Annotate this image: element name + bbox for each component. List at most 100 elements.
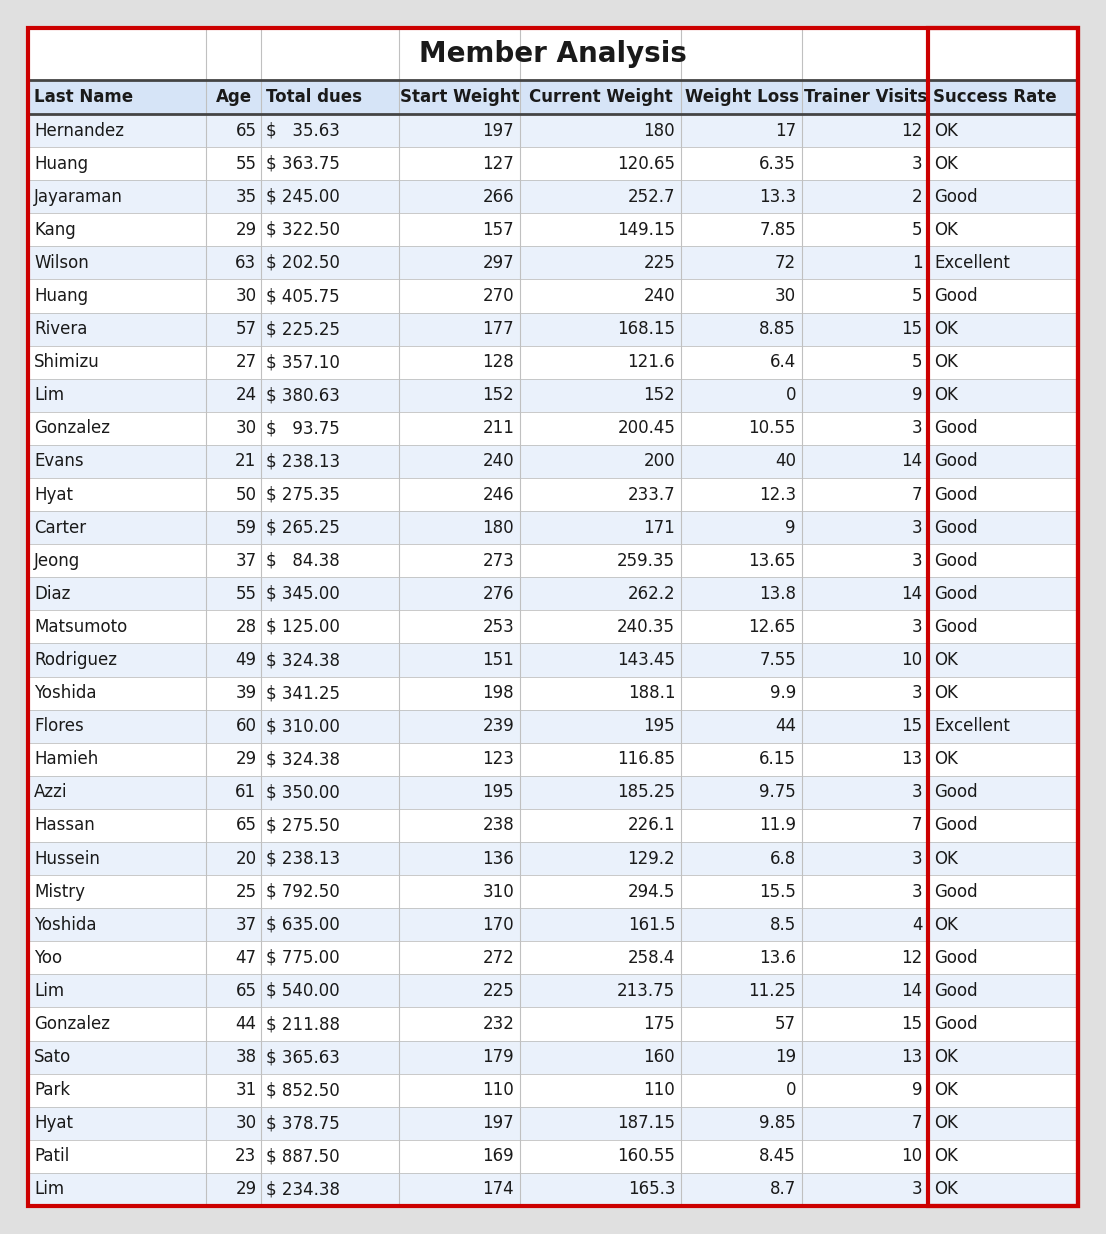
- Text: 12.3: 12.3: [759, 485, 796, 503]
- Text: 2: 2: [911, 188, 922, 206]
- Text: Hernandez: Hernandez: [34, 121, 124, 139]
- Text: OK: OK: [935, 750, 959, 769]
- Text: 213.75: 213.75: [617, 982, 676, 1000]
- Text: 3: 3: [911, 849, 922, 868]
- Text: $ 350.00: $ 350.00: [267, 784, 341, 801]
- Text: 225: 225: [644, 254, 676, 271]
- Text: 9: 9: [785, 518, 796, 537]
- Text: 6.35: 6.35: [759, 154, 796, 173]
- Text: $ 378.75: $ 378.75: [267, 1114, 341, 1133]
- Text: 272: 272: [482, 949, 514, 966]
- Text: 121.6: 121.6: [627, 353, 676, 371]
- Text: OK: OK: [935, 1181, 959, 1198]
- Bar: [28, 611, 1078, 643]
- Text: $ 202.50: $ 202.50: [267, 254, 341, 271]
- Text: 197: 197: [482, 1114, 514, 1133]
- Text: 7: 7: [912, 1114, 922, 1133]
- Text: 161.5: 161.5: [628, 916, 676, 934]
- Text: 3: 3: [911, 154, 922, 173]
- Text: Patil: Patil: [34, 1148, 70, 1165]
- Text: 294.5: 294.5: [628, 882, 676, 901]
- Bar: [28, 578, 1078, 611]
- Text: OK: OK: [935, 1081, 959, 1099]
- Text: 169: 169: [482, 1148, 514, 1165]
- Text: Rodriguez: Rodriguez: [34, 652, 117, 669]
- Text: $ 380.63: $ 380.63: [267, 386, 341, 405]
- Text: 1: 1: [911, 254, 922, 271]
- Text: $   35.63: $ 35.63: [267, 121, 341, 139]
- Text: 14: 14: [901, 585, 922, 603]
- Text: 297: 297: [482, 254, 514, 271]
- Text: OK: OK: [935, 221, 959, 239]
- Text: OK: OK: [935, 386, 959, 405]
- Bar: [28, 810, 1078, 842]
- Text: $ 540.00: $ 540.00: [267, 982, 340, 1000]
- Text: 57: 57: [775, 1016, 796, 1033]
- Text: Park: Park: [34, 1081, 70, 1099]
- Text: $ 225.25: $ 225.25: [267, 320, 341, 338]
- Text: 20: 20: [236, 849, 257, 868]
- Text: 30: 30: [236, 1114, 257, 1133]
- Text: Lim: Lim: [34, 1181, 64, 1198]
- Text: Current Weight: Current Weight: [529, 88, 672, 106]
- Bar: [28, 743, 1078, 776]
- Text: 3: 3: [911, 420, 922, 437]
- Text: Jayaraman: Jayaraman: [34, 188, 123, 206]
- Text: 270: 270: [482, 288, 514, 305]
- Text: 197: 197: [482, 121, 514, 139]
- Text: 11.25: 11.25: [749, 982, 796, 1000]
- Text: Good: Good: [935, 188, 978, 206]
- Text: 49: 49: [236, 652, 257, 669]
- Text: 127: 127: [482, 154, 514, 173]
- Text: 246: 246: [482, 485, 514, 503]
- Text: 40: 40: [775, 453, 796, 470]
- Text: 259.35: 259.35: [617, 552, 676, 570]
- Text: Start Weight: Start Weight: [400, 88, 520, 106]
- Text: 0: 0: [785, 1081, 796, 1099]
- Text: $ 265.25: $ 265.25: [267, 518, 341, 537]
- Text: Good: Good: [935, 420, 978, 437]
- Bar: [28, 279, 1078, 312]
- Text: 252.7: 252.7: [628, 188, 676, 206]
- Text: 35: 35: [236, 188, 257, 206]
- Text: 13.8: 13.8: [759, 585, 796, 603]
- Text: 3: 3: [911, 784, 922, 801]
- Text: 5: 5: [912, 221, 922, 239]
- Text: 13.6: 13.6: [759, 949, 796, 966]
- Text: Excellent: Excellent: [935, 717, 1011, 735]
- Text: $ 275.35: $ 275.35: [267, 485, 341, 503]
- Text: 143.45: 143.45: [617, 652, 676, 669]
- Text: 168.15: 168.15: [617, 320, 676, 338]
- Text: Last Name: Last Name: [34, 88, 133, 106]
- Text: Good: Good: [935, 552, 978, 570]
- Text: Good: Good: [935, 485, 978, 503]
- Text: 238: 238: [482, 817, 514, 834]
- Text: $ 324.38: $ 324.38: [267, 652, 341, 669]
- Text: Lim: Lim: [34, 386, 64, 405]
- Text: 6.8: 6.8: [770, 849, 796, 868]
- Text: 152: 152: [482, 386, 514, 405]
- Bar: [28, 213, 1078, 247]
- Text: 60: 60: [236, 717, 257, 735]
- Text: Good: Good: [935, 817, 978, 834]
- Text: 266: 266: [482, 188, 514, 206]
- Text: 262.2: 262.2: [627, 585, 676, 603]
- Text: Total dues: Total dues: [267, 88, 363, 106]
- Text: Good: Good: [935, 585, 978, 603]
- Text: $ 341.25: $ 341.25: [267, 684, 341, 702]
- Text: Good: Good: [935, 618, 978, 636]
- Text: $ 234.38: $ 234.38: [267, 1181, 341, 1198]
- Text: 44: 44: [236, 1016, 257, 1033]
- Bar: [28, 710, 1078, 743]
- Text: $ 357.10: $ 357.10: [267, 353, 341, 371]
- Text: Hyat: Hyat: [34, 485, 73, 503]
- Text: 7.85: 7.85: [759, 221, 796, 239]
- Text: Hamieh: Hamieh: [34, 750, 98, 769]
- Text: Rivera: Rivera: [34, 320, 87, 338]
- Bar: [28, 942, 1078, 975]
- Text: Excellent: Excellent: [935, 254, 1011, 271]
- Text: 17: 17: [775, 121, 796, 139]
- Text: 29: 29: [236, 750, 257, 769]
- Text: 31: 31: [236, 1081, 257, 1099]
- Text: 3: 3: [911, 618, 922, 636]
